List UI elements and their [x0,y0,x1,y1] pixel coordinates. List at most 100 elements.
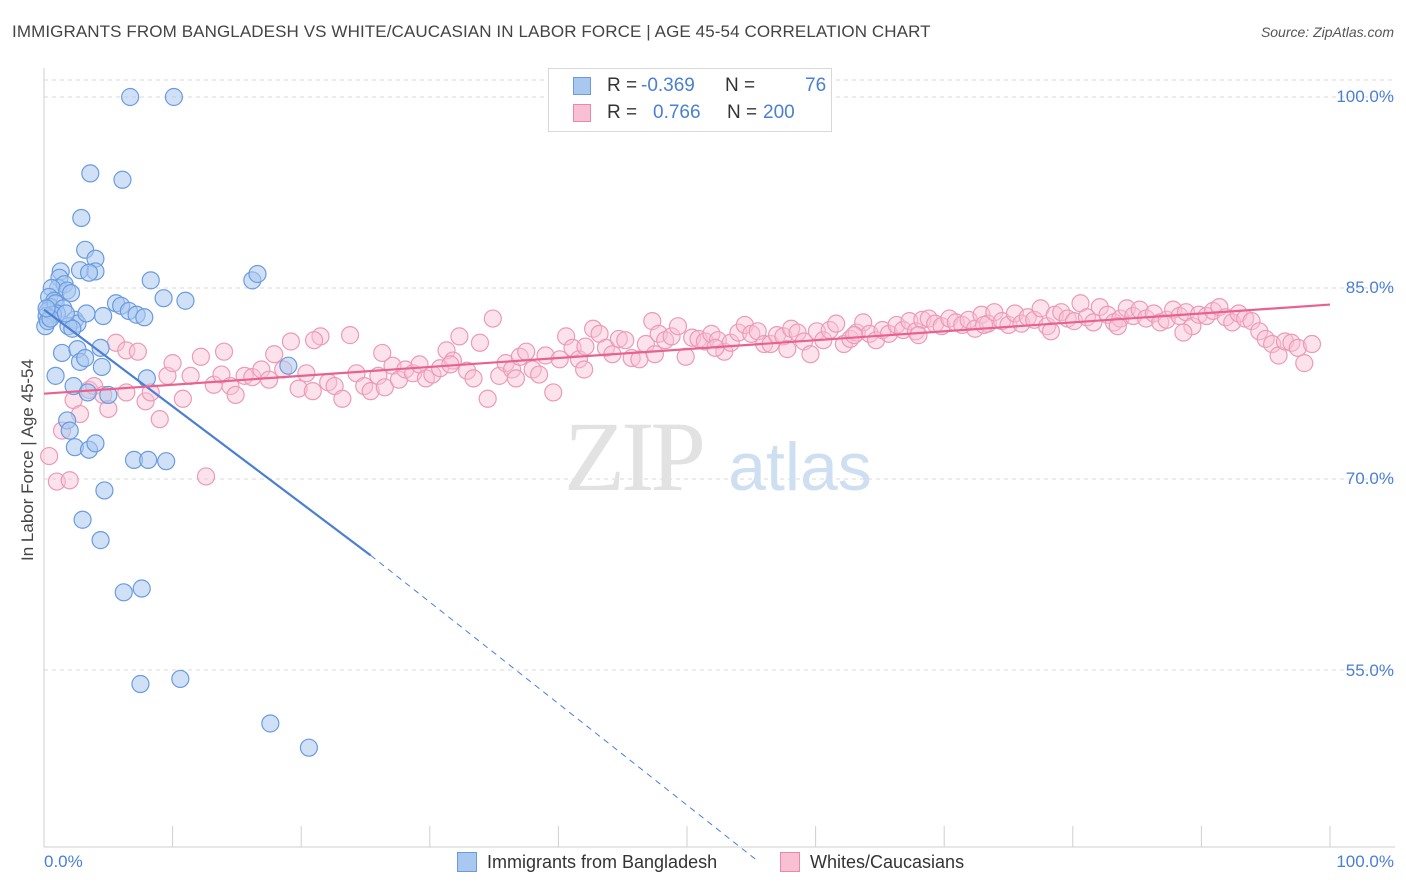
legend-label: Whites/Caucasians [810,852,965,872]
data-point-bangladesh [248,264,267,284]
data-point-whites [1295,354,1314,373]
data-point-whites [506,369,526,388]
data-point-whites [478,389,497,408]
data-point-whites [450,327,469,346]
data-point-bangladesh [131,674,150,694]
data-point-whites [1174,323,1193,342]
data-point-whites [1183,317,1202,336]
data-point-bangladesh [99,385,118,405]
data-point-bangladesh [95,481,114,500]
data-point-whites [173,389,192,408]
data-point-whites [437,341,456,360]
data-point-whites [544,383,563,402]
data-point-bangladesh [78,383,97,402]
chart-title: IMMIGRANTS FROM BANGLADESH VS WHITE/CAUC… [12,22,931,41]
data-point-whites [845,326,864,345]
data-point-bangladesh [91,338,110,357]
data-point-bangladesh [56,304,75,323]
data-point-whites [999,315,1018,335]
r-label: R = [607,102,638,123]
data-point-whites [128,342,147,361]
data-point-whites [616,331,635,350]
legend-item-bangladesh: Immigrants from Bangladesh [457,852,717,876]
data-point-whites [47,472,66,491]
data-point-bangladesh [141,271,160,290]
data-point-bangladesh [113,170,132,189]
data-point-whites [60,471,79,490]
data-point-bangladesh [154,289,173,308]
data-point-whites [1250,322,1269,341]
data-point-whites [136,392,155,411]
legend-label: Immigrants from Bangladesh [487,852,718,872]
y-tick-label: 100.0% [1336,87,1394,106]
data-point-whites [1302,334,1322,354]
data-point-whites [281,332,301,351]
data-point-whites [375,378,394,397]
legend-item-whites: Whites/Caucasians [780,852,964,876]
y-tick-label: 85.0% [1345,278,1394,297]
data-point-whites [483,309,502,328]
trend-line-whites [43,303,1331,395]
data-point-whites [974,315,994,335]
data-point-bangladesh [157,452,176,471]
trend-line-bangladesh [43,308,372,557]
data-point-whites [778,340,797,359]
data-point-whites [117,383,136,402]
data-point-whites [457,361,477,380]
data-point-whites [909,326,928,345]
data-point-bangladesh [121,87,140,107]
n-value: 200 [763,102,795,123]
y-tick-label: 55.0% [1345,661,1394,680]
data-point-whites [265,345,284,364]
data-point-bangladesh [135,308,154,327]
r-value: -0.369 [641,75,695,96]
data-point-bangladesh [79,263,99,282]
data-point-whites [150,410,169,429]
y-tick-label: 70.0% [1345,469,1394,488]
data-point-whites [163,354,182,373]
data-point-bangladesh [77,304,96,323]
trend-line-bangladesh-extension [370,555,759,862]
data-point-whites [557,327,576,346]
axes [43,68,1395,848]
data-point-bangladesh [92,357,111,377]
data-point-whites [214,342,234,361]
data-point-whites [1288,338,1307,357]
n-label: N = [725,75,756,96]
data-point-whites [695,332,715,351]
data-point-whites [517,342,536,361]
data-point-whites [361,382,380,401]
data-point-whites [191,347,210,366]
data-point-bangladesh [91,531,110,550]
data-point-bangladesh [132,579,151,598]
legend-swatch-pink [573,104,591,122]
data-point-bangladesh [86,434,105,453]
data-point-whites [1108,317,1127,336]
data-point-bangladesh [81,164,100,183]
data-point-whites [289,379,308,398]
r-label: R = [607,75,638,96]
data-point-whites [303,382,322,401]
data-point-whites [304,331,324,350]
data-point-bangladesh [94,306,113,326]
data-point-whites [576,337,595,356]
data-point-whites [530,365,549,384]
data-point-bangladesh [137,369,156,388]
x-tick-label-max: 100.0% [1336,852,1394,871]
watermark-zip: ZIP [564,401,702,512]
data-point-whites [827,314,846,333]
data-point-bangladesh [46,366,65,385]
data-point-whites [801,345,820,364]
x-tick-label-min: 0.0% [44,852,83,871]
data-point-whites [340,326,360,345]
data-point-whites [373,343,392,363]
data-point-whites [575,360,594,379]
data-point-bangladesh [73,510,92,529]
legend-swatch-blue [457,852,477,872]
data-point-whites [226,385,245,405]
legend-swatch-blue [573,77,591,95]
data-point-whites [854,313,873,332]
data-point-whites [676,347,695,366]
n-label: N = [727,102,758,123]
